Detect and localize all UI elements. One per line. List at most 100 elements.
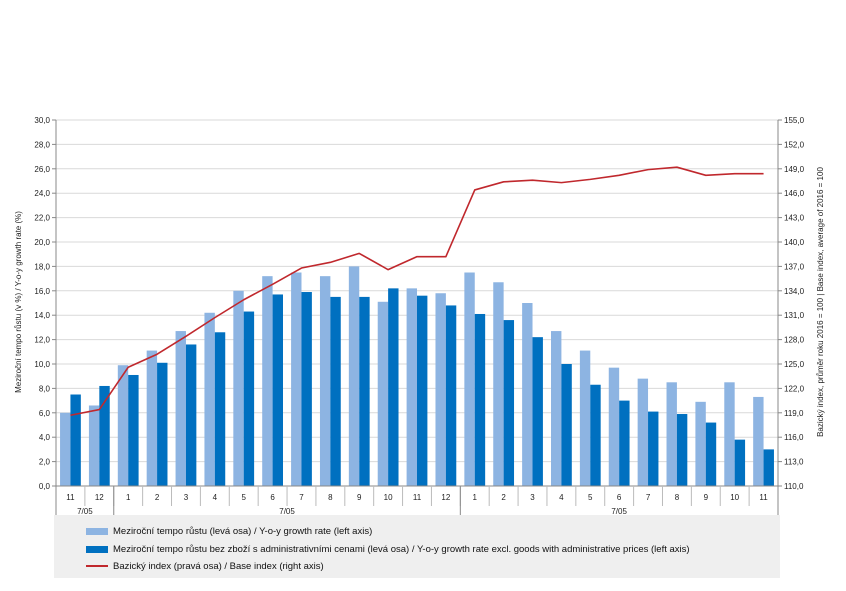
- bar-yoy: [291, 272, 302, 486]
- bar-yoy: [666, 382, 677, 486]
- bar-yoy-excl: [590, 384, 601, 486]
- legend-label-base-index: Bazický index (pravá osa) / Base index (…: [113, 560, 324, 572]
- x-tick-label: 2: [501, 493, 506, 502]
- y-right-tick-label: 110,0: [784, 482, 804, 491]
- x-tick-label: 8: [675, 493, 680, 502]
- bar-yoy: [60, 412, 71, 486]
- legend-item-yoy-excl: Meziroční tempo růstu bez zboží s admini…: [86, 542, 690, 556]
- bar-yoy: [175, 331, 186, 486]
- bar-yoy: [493, 282, 504, 486]
- y-right-tick-label: 131,0: [784, 311, 805, 320]
- base-index-line: [70, 166, 764, 417]
- x-tick-label: 9: [357, 493, 362, 502]
- bar-yoy-excl: [734, 439, 746, 486]
- bar-yoy: [146, 350, 158, 486]
- y-left-tick-label: 26,0: [34, 165, 50, 174]
- y-right-tick-label: 137,0: [784, 262, 805, 271]
- y-right-tick-label: 125,0: [784, 360, 805, 369]
- y-left-tick-label: 28,0: [34, 140, 50, 149]
- bar-yoy-excl: [214, 332, 226, 486]
- y-left-tick-label: 10,0: [34, 360, 50, 369]
- legend-swatch-yoy-excl: [86, 545, 108, 553]
- y-left-tick-label: 0,0: [39, 482, 51, 491]
- year-group-label: 7/05: [279, 507, 295, 516]
- bar-yoy-excl: [445, 305, 457, 486]
- x-tick-label: 12: [441, 493, 450, 502]
- legend: Meziroční tempo růstu (levá osa) / Y-o-y…: [54, 515, 780, 578]
- x-tick-label: 8: [328, 493, 333, 502]
- y-left-tick-label: 2,0: [39, 458, 51, 467]
- y-left-tick-label: 30,0: [34, 116, 50, 125]
- bar-yoy: [724, 382, 735, 486]
- x-tick-label: 10: [384, 493, 393, 502]
- x-tick-label: 4: [213, 493, 218, 502]
- y-right-tick-label: 119,0: [784, 409, 804, 418]
- bar-yoy-excl: [503, 320, 515, 486]
- bar-yoy-excl: [648, 411, 659, 486]
- bar-yoy: [551, 331, 562, 486]
- y-right-tick-label: 122,0: [784, 384, 805, 393]
- x-tick-label: 9: [704, 493, 709, 502]
- bar-yoy-excl: [532, 337, 543, 486]
- legend-swatch-base-index: [86, 565, 108, 567]
- x-tick-label: 3: [530, 493, 535, 502]
- y-right-tick-label: 113,0: [784, 458, 804, 467]
- bar-yoy-excl: [301, 292, 312, 486]
- x-tick-label: 11: [759, 493, 768, 502]
- x-tick-label: 2: [155, 493, 160, 502]
- y-right-tick-label: 155,0: [784, 116, 805, 125]
- x-tick-label: 6: [617, 493, 622, 502]
- x-tick-label: 7: [299, 493, 304, 502]
- y-left-tick-label: 12,0: [34, 336, 50, 345]
- bar-yoy-excl: [157, 362, 168, 486]
- bar-yoy-excl: [417, 295, 428, 486]
- y-left-tick-label: 20,0: [34, 238, 50, 247]
- y-right-axis-title: Bazický index, průměr roku 2016 = 100 | …: [816, 167, 825, 437]
- y-left-tick-label: 22,0: [34, 214, 50, 223]
- y-right-tick-label: 152,0: [784, 140, 805, 149]
- legend-label-yoy-excl: Meziroční tempo růstu bez zboží s admini…: [113, 543, 690, 555]
- bar-yoy-excl: [561, 364, 572, 486]
- bar-yoy: [608, 367, 620, 486]
- bar-yoy-excl: [763, 449, 774, 486]
- year-group-label: 7/05: [77, 507, 93, 516]
- bar-yoy-excl: [474, 313, 486, 486]
- bar-yoy-excl: [330, 296, 341, 486]
- x-tick-label: 11: [413, 493, 422, 502]
- bar-yoy: [637, 378, 649, 486]
- bar-series: [60, 266, 774, 486]
- y-right-tick-label: 149,0: [784, 165, 805, 174]
- x-tick-label: 6: [270, 493, 275, 502]
- bar-yoy: [753, 396, 764, 486]
- y-left-tick-label: 24,0: [34, 189, 50, 198]
- year-group-label: 7/05: [611, 507, 627, 516]
- bar-yoy-excl: [359, 296, 370, 486]
- bar-yoy-excl: [99, 385, 110, 486]
- legend-swatch-yoy: [86, 527, 108, 535]
- bar-yoy: [204, 312, 215, 486]
- x-tick-label: 10: [730, 493, 739, 502]
- x-tick-label: 11: [66, 493, 75, 502]
- legend-item-yoy: Meziroční tempo růstu (levá osa) / Y-o-y…: [86, 524, 372, 538]
- bar-yoy: [88, 405, 100, 486]
- x-tick-label: 7: [646, 493, 651, 502]
- y-right-tick-label: 134,0: [784, 287, 805, 296]
- x-tick-label: 4: [559, 493, 564, 502]
- bar-yoy-excl: [272, 294, 283, 486]
- bar-yoy-excl: [619, 400, 630, 486]
- bar-yoy-excl: [185, 344, 197, 486]
- bar-yoy-excl: [705, 422, 717, 486]
- x-tick-label: 5: [241, 493, 246, 502]
- bar-yoy-excl: [676, 414, 688, 486]
- y-left-tick-label: 16,0: [34, 287, 50, 296]
- bar-yoy-excl: [128, 374, 139, 486]
- bar-yoy: [348, 266, 360, 486]
- legend-item-base-index: Bazický index (pravá osa) / Base index (…: [86, 559, 324, 573]
- bar-yoy-excl: [70, 394, 81, 486]
- y-right-tick-label: 116,0: [784, 433, 804, 442]
- y-left-tick-label: 6,0: [39, 409, 51, 418]
- bar-yoy: [117, 365, 129, 486]
- bar-yoy: [464, 272, 475, 486]
- bar-yoy: [406, 288, 417, 486]
